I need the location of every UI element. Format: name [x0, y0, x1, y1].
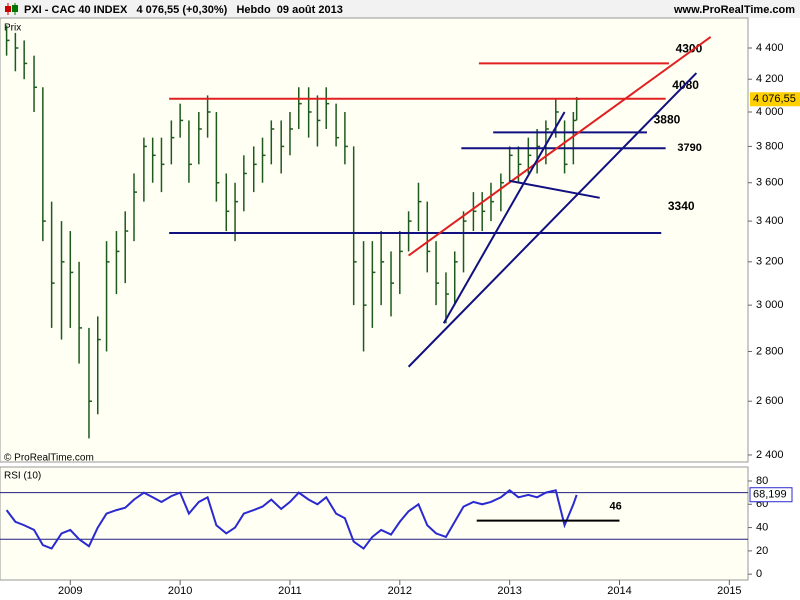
trend-line [442, 111, 566, 324]
level-label: 3790 [677, 142, 701, 154]
rsi-title: RSI (10) [4, 471, 41, 482]
last-value-box [749, 487, 793, 503]
rsi-line [5, 489, 578, 550]
x-tick-label: 2014 [607, 585, 631, 597]
trend-line [407, 72, 698, 368]
y-tick-label: 3 200 [756, 256, 784, 268]
y-tick-label: 2 400 [756, 449, 784, 461]
y-tick-label: 3 600 [756, 177, 784, 189]
x-tick-label: 2013 [497, 585, 521, 597]
level-label: 3880 [654, 113, 681, 127]
chart-title: PXI - CAC 40 INDEX 4 076,55 (+0,30%) Heb… [24, 4, 343, 16]
level-label: 4300 [676, 42, 703, 56]
y-tick-label: 4 000 [756, 106, 784, 118]
y-tick-label: 3 800 [756, 140, 784, 152]
level-label: 3340 [668, 199, 695, 213]
level-label: 46 [609, 500, 621, 512]
y-tick-label: 80 [756, 475, 768, 487]
y-tick-label: 4 400 [756, 42, 784, 54]
y-tick-label: 2 600 [756, 395, 784, 407]
price-panel [0, 17, 749, 463]
x-tick-label: 2009 [58, 585, 82, 597]
y-tick-label: 3 400 [756, 215, 784, 227]
last-value-label: 4 076,55 [753, 93, 796, 105]
trend-line [408, 36, 712, 257]
header-bar [0, 0, 800, 18]
source: www.ProRealTime.com [673, 4, 795, 16]
rsi-panel [0, 466, 749, 581]
y-tick-label: 3 000 [756, 299, 784, 311]
last-value-label: 68,199 [753, 489, 787, 501]
x-tick-label: 2011 [278, 585, 302, 597]
x-tick-label: 2012 [388, 585, 412, 597]
trend-line [509, 179, 600, 199]
x-tick-label: 2015 [717, 585, 741, 597]
y-tick-label: 40 [756, 521, 768, 533]
x-tick-label: 2010 [168, 585, 192, 597]
header-icon [5, 3, 18, 15]
y-axis-label: Prix [4, 23, 21, 34]
copyright: © ProRealTime.com [4, 453, 94, 464]
y-tick-label: 4 200 [756, 73, 784, 85]
y-tick-label: 0 [756, 568, 762, 580]
last-value-box [750, 92, 800, 107]
y-tick-label: 2 800 [756, 345, 784, 357]
price-bars [5, 25, 580, 439]
y-tick-label: 20 [756, 545, 768, 557]
